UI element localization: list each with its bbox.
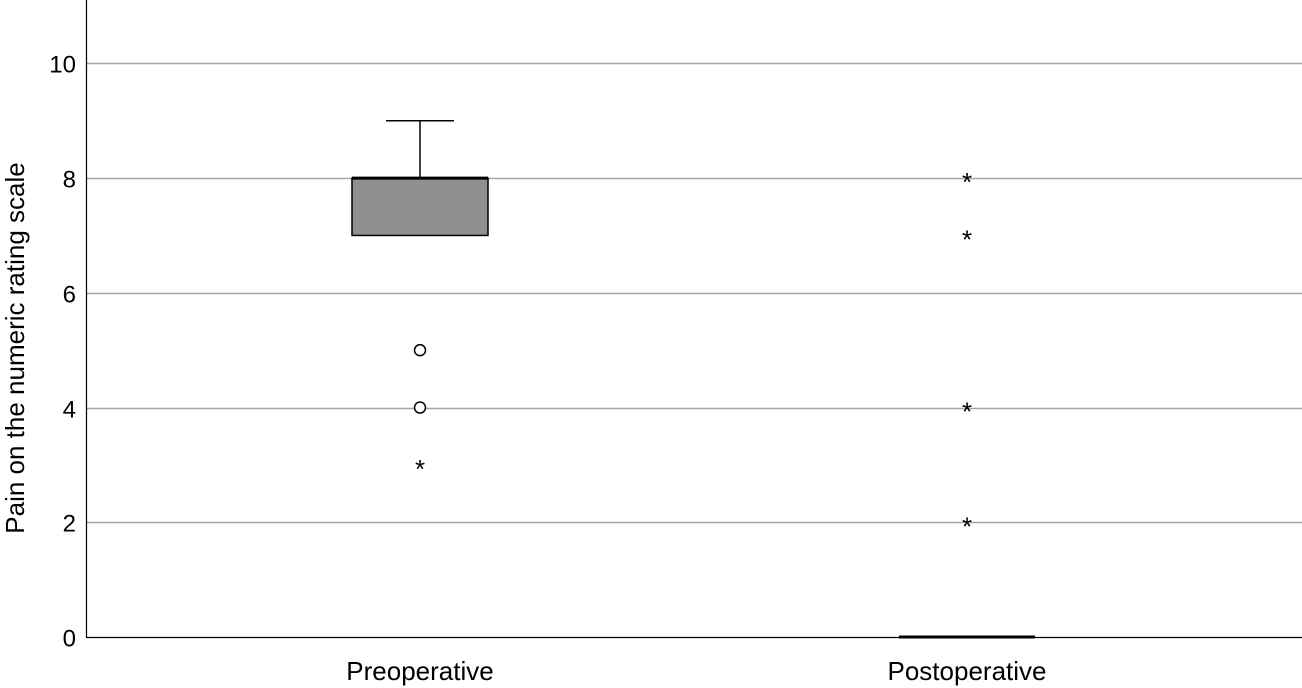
y-tick-label-8: 8	[63, 167, 76, 194]
axes	[85, 0, 1302, 639]
x-category-label-0: Preoperative	[346, 656, 493, 686]
gridlines	[86, 62, 1302, 524]
y-tick-label-2: 2	[63, 511, 76, 538]
boxes: * * * * *	[351, 119, 1035, 639]
box-group-1: * * * *	[899, 167, 1035, 639]
outlier-point-0	[413, 343, 427, 357]
extreme-point-0: *	[415, 454, 425, 484]
x-category-label-1: Postoperative	[888, 656, 1047, 686]
extreme-point-0: *	[962, 167, 972, 197]
y-axis-title: Pain on the numeric rating scale	[0, 162, 30, 533]
outlier-point-1	[413, 401, 427, 414]
y-tick-label-4: 4	[63, 397, 76, 424]
y-tick-label-6: 6	[63, 282, 76, 309]
extreme-point-1: *	[962, 224, 972, 254]
extreme-point-3: *	[962, 511, 972, 541]
box-group-0: *	[351, 119, 489, 484]
extreme-point-2: *	[962, 397, 972, 427]
box-iqr	[351, 177, 489, 237]
labels: 0 2 4 6 8 10 Preoperative Postoperative	[49, 52, 1046, 687]
y-tick-label-0: 0	[63, 626, 76, 653]
y-tick-label-10: 10	[49, 52, 76, 79]
